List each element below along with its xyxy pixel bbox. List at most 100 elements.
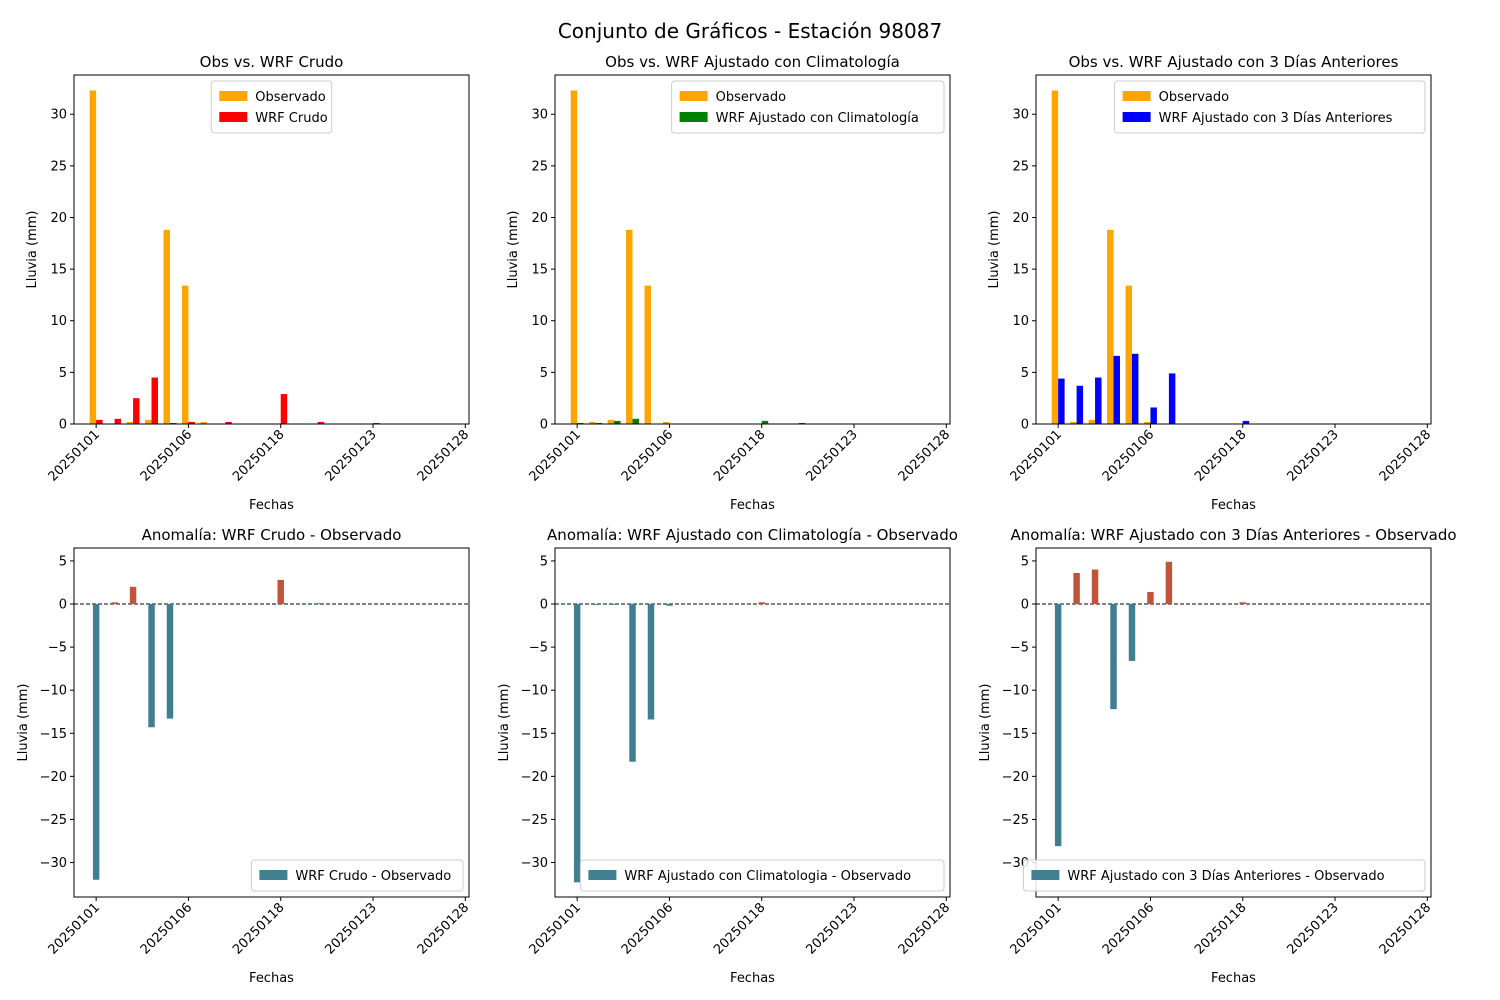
y-tick-label: 20 <box>531 211 548 226</box>
bar-observado-3 <box>145 419 152 424</box>
x-tick-label: 20250118 <box>1192 427 1249 484</box>
y-tick-label: 0 <box>540 598 548 613</box>
chart-panel-5: Anomalía: WRF Ajustado con Climatología … <box>497 526 958 986</box>
y-tick-label: 25 <box>531 159 548 174</box>
y-tick-label: 20 <box>50 211 67 226</box>
y-axis-label: Lluvia (mm) <box>987 211 1002 289</box>
legend-swatch <box>219 112 248 122</box>
x-tick-label: 20250118 <box>711 427 768 484</box>
anomaly-bar-4 <box>647 604 655 720</box>
legend-entry: Observado <box>255 90 326 105</box>
chart-panel-4: Anomalía: WRF Crudo - Observado −30 −25 −20… <box>16 526 472 986</box>
bar-wrf-0 <box>96 419 103 424</box>
anomaly-bar-3 <box>148 604 155 728</box>
chart-panel-1: Obs vs. WRF Crudo 0 5 10 15 20 25 30 20250101 202… <box>25 53 472 513</box>
legend-box <box>1022 859 1426 892</box>
anomaly-bar-0 <box>92 604 100 880</box>
anomaly-bar-6 <box>1165 561 1173 605</box>
bar-wrf-2 <box>1095 377 1102 424</box>
legend-entry: WRF Ajustado con 3 Días Anteriores <box>1159 111 1393 126</box>
y-tick-label: 30 <box>1012 108 1029 123</box>
y-tick-label: 5 <box>1021 366 1029 381</box>
anomaly-bar-2 <box>129 586 137 605</box>
y-tick-label: 25 <box>50 159 67 174</box>
y-tick-label: −5 <box>48 641 67 656</box>
bar-observado-0 <box>89 90 97 425</box>
bar-observado-0 <box>570 90 578 425</box>
bar-wrf-4 <box>169 422 177 424</box>
bar-wrf-12 <box>798 422 806 424</box>
legend-swatch <box>1031 870 1060 880</box>
bar-observado-4 <box>1125 285 1132 424</box>
chart-title: Obs vs. WRF Crudo <box>200 53 344 71</box>
bar-wrf-0 <box>1058 378 1065 424</box>
legend-entry: WRF Crudo <box>255 111 327 126</box>
y-tick-label: 0 <box>1021 598 1029 613</box>
y-tick-label: 5 <box>59 366 67 381</box>
bar-wrf-3 <box>1113 355 1120 424</box>
x-tick-label: 20250101 <box>1008 427 1065 484</box>
x-axis-label: Fechas <box>1211 498 1256 513</box>
legend-box <box>579 859 945 892</box>
bar-wrf-2 <box>133 398 140 424</box>
chart-title: Anomalía: WRF Ajustado con 3 Días Anteri… <box>1010 526 1456 544</box>
bar-observado-0 <box>1051 90 1059 425</box>
legend-box <box>250 859 464 892</box>
legend: WRF Crudo - Observado <box>250 859 464 892</box>
anomaly-bar-1 <box>592 604 599 605</box>
x-tick-label: 20250106 <box>619 900 676 957</box>
y-tick-label: 10 <box>1012 314 1029 329</box>
plot-frame <box>73 74 470 425</box>
legend-entry: WRF Ajustado con Climatologia - Observad… <box>624 869 911 884</box>
bar-wrf-6 <box>1168 373 1176 424</box>
bar-observado-5 <box>662 421 670 424</box>
bar-observado-4 <box>163 229 170 424</box>
plot-frame <box>73 547 470 898</box>
y-tick-label: 15 <box>1012 263 1029 278</box>
legend: WRF Ajustado con Climatologia - Observad… <box>579 859 945 892</box>
y-tick-label: 10 <box>531 314 548 329</box>
bar-observado-2 <box>126 421 134 424</box>
anomaly-bar-10 <box>277 579 284 605</box>
x-tick-label: 20250118 <box>1192 900 1249 957</box>
bar-wrf-7 <box>225 421 232 424</box>
y-tick-label: −20 <box>521 770 548 785</box>
anomaly-bar-2 <box>610 604 618 605</box>
chart-title: Anomalía: WRF Ajustado con Climatología … <box>547 526 958 544</box>
y-tick-label: −25 <box>1002 813 1029 828</box>
x-axis-label: Fechas <box>730 971 775 986</box>
y-tick-label: 10 <box>50 314 67 329</box>
y-tick-label: 0 <box>59 598 67 613</box>
plot-frame <box>554 547 951 898</box>
anomaly-bar-10 <box>758 602 765 605</box>
anomaly-bar-0 <box>1054 604 1062 847</box>
x-tick-label: 20250128 <box>415 427 472 484</box>
bar-observado-3 <box>1107 229 1114 424</box>
y-tick-label: 15 <box>50 263 67 278</box>
y-tick-label: 20 <box>1012 211 1029 226</box>
plot-frame <box>554 74 951 425</box>
y-tick-label: 5 <box>59 554 67 569</box>
x-axis-label: Fechas <box>730 498 775 513</box>
y-tick-label: 0 <box>59 418 67 433</box>
bar-wrf-4 <box>1131 353 1139 424</box>
y-tick-label: 15 <box>531 263 548 278</box>
legend-swatch <box>588 870 617 880</box>
y-axis-label: Lluvia (mm) <box>16 684 31 762</box>
bar-wrf-3 <box>632 418 639 424</box>
bar-wrf-3 <box>151 377 158 424</box>
x-tick-label: 20250101 <box>527 427 584 484</box>
x-tick-label: 20250128 <box>1377 900 1434 957</box>
y-tick-label: 0 <box>540 418 548 433</box>
bar-observado-5 <box>181 285 189 424</box>
y-tick-label: 30 <box>531 108 548 123</box>
anomaly-bar-5 <box>666 604 673 606</box>
bar-wrf-1 <box>1076 385 1084 424</box>
y-tick-label: −5 <box>1010 641 1029 656</box>
anomaly-bar-12 <box>314 603 321 605</box>
anomaly-bar-1 <box>1073 572 1080 605</box>
chart-panel-2: Obs vs. WRF Ajustado con Climatología 0 5 1… <box>506 53 953 513</box>
bar-observado-1 <box>1070 421 1077 424</box>
y-tick-label: −10 <box>521 684 548 699</box>
bar-observado-1 <box>589 421 596 424</box>
